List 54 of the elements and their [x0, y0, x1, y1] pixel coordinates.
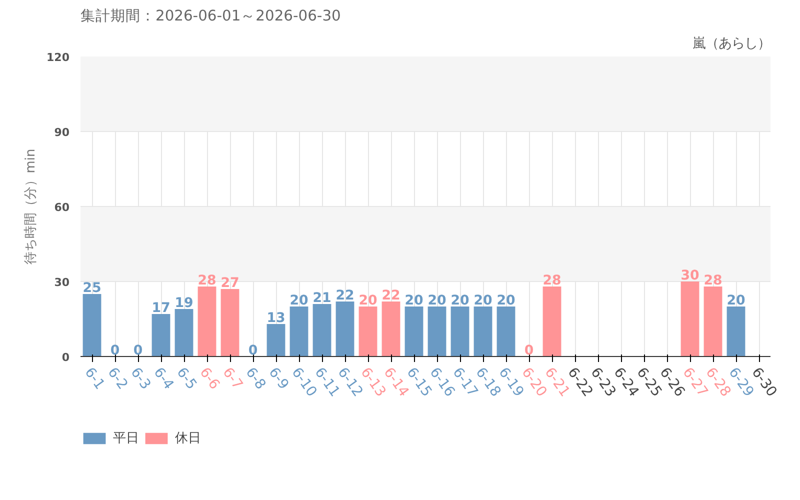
y-tick-label: 0	[62, 351, 70, 364]
data-label: 22	[382, 288, 400, 304]
data-label: 20	[496, 294, 516, 308]
bar	[474, 306, 492, 356]
data-label: 20	[404, 294, 424, 308]
data-label: 20	[428, 294, 446, 308]
data-label: 28	[704, 274, 722, 288]
bar	[428, 306, 446, 356]
data-label: 20	[450, 294, 470, 308]
bar	[198, 286, 216, 356]
bar	[266, 324, 286, 356]
data-label: 27	[220, 276, 240, 291]
data-label: 0	[248, 344, 258, 358]
chart-subtitle: 嵐（あらし）	[692, 36, 770, 52]
data-label: 0	[110, 344, 120, 358]
y-tick-label: 60	[54, 201, 70, 214]
data-label: 30	[680, 268, 700, 284]
bar	[382, 302, 400, 356]
bar	[336, 302, 354, 356]
y-tick-label: 90	[54, 126, 70, 139]
chart-title: 集計期間：2026-06-01～2026-06-30	[80, 8, 341, 24]
y-tick-label: 30	[54, 276, 70, 289]
data-label: 28	[542, 274, 562, 288]
data-label: 21	[312, 291, 332, 306]
bar	[152, 314, 170, 356]
bar	[726, 306, 746, 356]
bar	[174, 309, 194, 356]
data-label: 20	[358, 294, 378, 308]
data-label: 28	[198, 274, 216, 288]
bar	[404, 306, 424, 356]
y-tick-label: 120	[46, 51, 70, 64]
bar	[290, 306, 308, 356]
bar	[312, 304, 332, 356]
bar	[220, 289, 240, 356]
data-label: 20	[726, 294, 746, 308]
legend-label: 休日	[175, 430, 201, 447]
data-label: 0	[524, 344, 534, 358]
data-label: 13	[266, 311, 286, 326]
data-label: 22	[336, 288, 354, 304]
y-axis-title: 待ち時間（分）min	[24, 148, 39, 264]
bar	[680, 282, 700, 356]
bar	[704, 286, 722, 356]
bar	[82, 294, 102, 356]
data-label: 20	[290, 294, 308, 308]
data-label: 19	[174, 296, 194, 311]
bar	[542, 286, 562, 356]
bar	[358, 306, 378, 356]
data-label: 25	[82, 281, 102, 296]
legend-label: 平日	[113, 430, 139, 447]
data-label: 20	[474, 294, 492, 308]
bar	[496, 306, 516, 356]
data-label: 0	[133, 344, 143, 358]
bar	[450, 306, 470, 356]
data-label: 17	[152, 301, 170, 316]
